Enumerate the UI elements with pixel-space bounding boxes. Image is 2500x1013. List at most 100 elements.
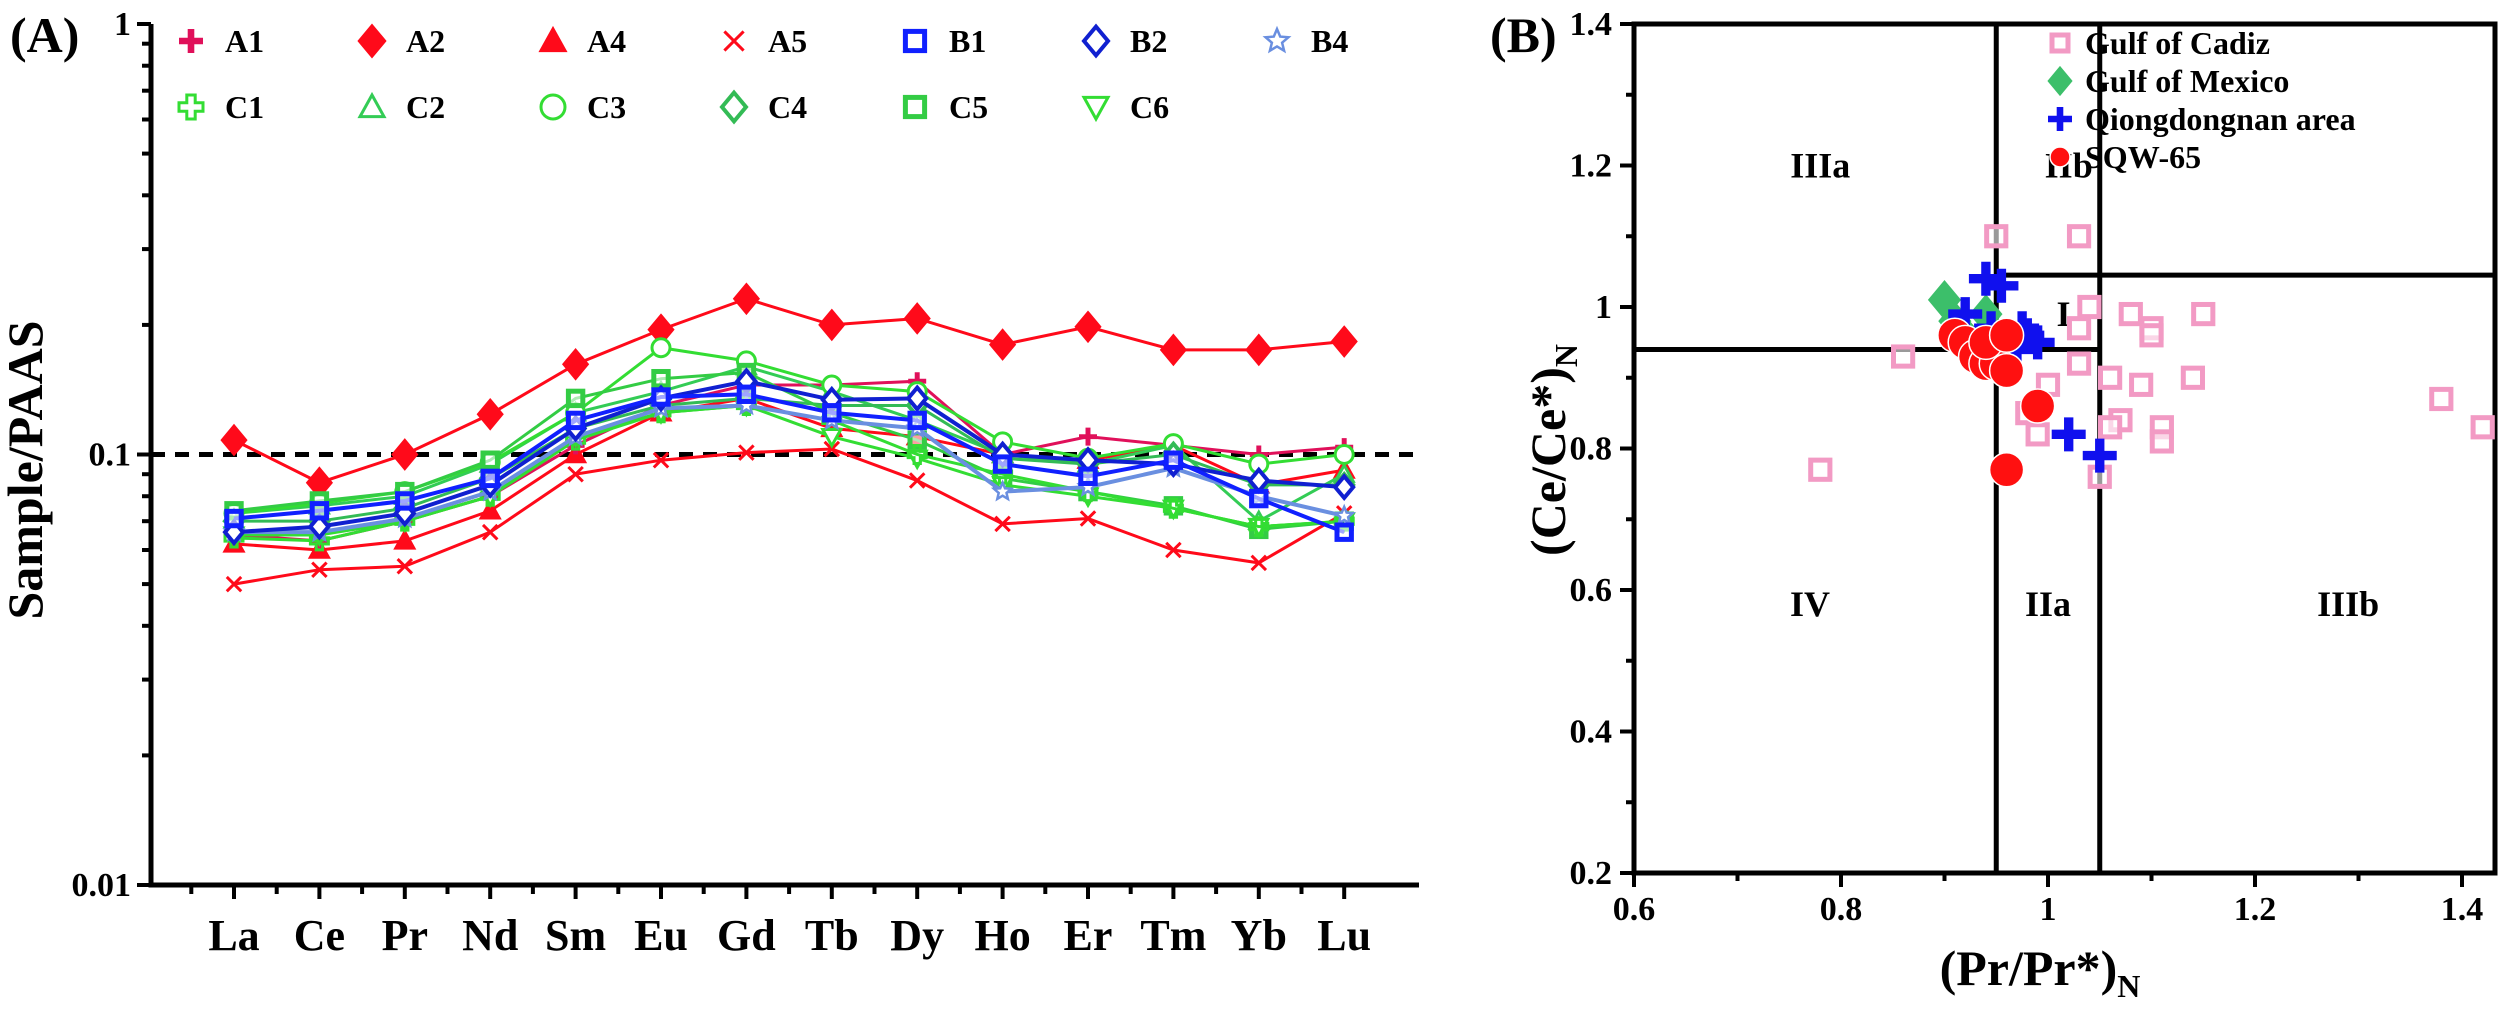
y-tick-label: 0.1 [89,437,132,474]
series-C3 [223,337,1355,524]
x-tick-label: 1.4 [2441,891,2484,928]
data-point-A2-Ho [988,328,1017,361]
data-point-B1-Tm [1163,450,1184,470]
series-A5 [225,440,1353,593]
x-tick-label-Er: Er [1064,911,1113,960]
region-label-IIIb: IIIb [2317,584,2379,624]
legend-label-C4: C4 [768,89,807,125]
data-point-C1-Tm [1162,497,1184,519]
series-gulf-of-cadiz [1808,224,2495,489]
x-tick-label-Sm: Sm [545,911,606,960]
data-point [2066,224,2092,249]
x-tick-label-Gd: Gd [717,911,776,960]
legend-label: Gulf of Cadiz [2085,25,2270,61]
data-point-B1-Nd [480,468,500,489]
data-point-B1-Ho [992,454,1013,474]
panel-b-label: (B) [1490,7,1557,63]
data-point [2098,365,2123,390]
x-tick-label-Nd: Nd [462,911,518,960]
legend-marker-B2 [1081,23,1111,59]
x-tick-label-Tm: Tm [1140,911,1206,960]
panel-a-legend: A1 A2 A4 A5 B1 B2 B4 C1 C2 C3 C4 C5 C6 [177,23,1348,125]
x-tick-label: 0.6 [1613,891,1656,928]
data-point [1988,352,2025,389]
data-point-A5-Ce [311,561,328,578]
data-point-A5-Tb [823,440,841,458]
x-tick-label-Yb: Yb [1231,911,1287,960]
y-tick-label: 0.6 [1570,572,1613,609]
series-line-C2 [233,365,1345,524]
region-label-IIa: IIa [2025,584,2071,624]
legend-marker-C3 [539,93,567,121]
legend-marker-C6 [1081,95,1111,123]
data-point [1988,317,2025,354]
y-tick-label: 0.8 [1570,431,1613,468]
legend-marker-A5 [723,30,745,52]
x-tick-label-Eu: Eu [634,911,688,960]
x-tick-label: 1.2 [2234,891,2277,928]
data-point-C3-Eu [650,337,672,359]
data-point-B1-Pr [395,491,415,511]
data-point [2019,388,2056,424]
data-point [2180,365,2206,390]
data-point [1988,451,2025,488]
data-point-A5-Nd [481,523,499,541]
data-point-A1-Er [1079,427,1097,446]
data-point-A5-Sm [567,465,584,483]
data-point-A2-Sm [561,347,590,381]
data-point [2051,417,2086,452]
panel-b-x-axis-title: (Pr/Pr*)N [1940,940,2141,1004]
legend-marker-C4 [719,89,749,125]
data-point [2082,438,2117,473]
data-point [1984,268,2019,303]
data-point [2118,301,2143,327]
data-point-B1-Sm [565,410,586,431]
data-point [2149,429,2174,454]
data-point [1891,344,1916,369]
legend-label-A4: A4 [587,23,626,59]
legend-marker [2047,65,2073,97]
legend-label-B1: B1 [949,23,986,59]
data-point-B1-Dy [907,410,927,431]
data-point-A2-Tb [818,308,846,342]
legend-marker-C5 [902,94,928,120]
legend-marker [2049,32,2071,54]
data-point-C1-Dy [906,444,928,465]
data-point [1984,224,2009,249]
legend-marker-B4 [1262,25,1292,54]
series-line-A2 [233,297,1345,485]
data-point-B1-Tb [822,403,842,423]
data-point [2139,323,2164,348]
x-tick-label-Lu: Lu [1317,911,1371,960]
data-point-B1-Er [1078,466,1098,486]
x-tick-label-Tb: Tb [805,911,859,960]
legend-label-A1: A1 [225,23,264,59]
legend-label-C5: C5 [949,89,988,125]
data-point [2066,351,2092,376]
legend-marker-C2 [357,91,387,119]
legend-label: Gulf of Mexico [2085,63,2289,99]
panel-b-ce-pr-anomaly-chart: (B) (Ce/Ce*)N (Pr/Pr*)N 0.2 0.4 0.6 0.8 1 1.2… [1490,6,2498,1004]
legend-marker-B1 [902,28,928,54]
y-tick-label: 0.4 [1570,714,1613,751]
series-sqw-65 [1937,317,2056,488]
data-point [2066,316,2092,341]
legend-marker [2049,146,2071,168]
legend-label: Qiongdongnan area [2085,101,2356,137]
data-point-B1-Eu [651,387,671,407]
data-point-A2-Yb [1245,333,1273,367]
data-point [2098,415,2123,440]
data-point-B1-Ce [309,501,330,521]
y-tick-label: 1.4 [1570,6,1613,43]
data-point [2025,422,2050,447]
data-point-C5-Sm [565,388,586,409]
data-point-A4-Pr [393,528,417,550]
data-point-A5-Yb [1250,554,1268,572]
data-point [2077,294,2102,320]
data-point [2470,415,2495,440]
series-line-B4 [234,403,1345,535]
data-point [2191,301,2216,327]
data-point-C3-Lu [1333,444,1355,465]
data-point [2020,325,2055,360]
y-tick-label: 1 [1595,289,1612,326]
